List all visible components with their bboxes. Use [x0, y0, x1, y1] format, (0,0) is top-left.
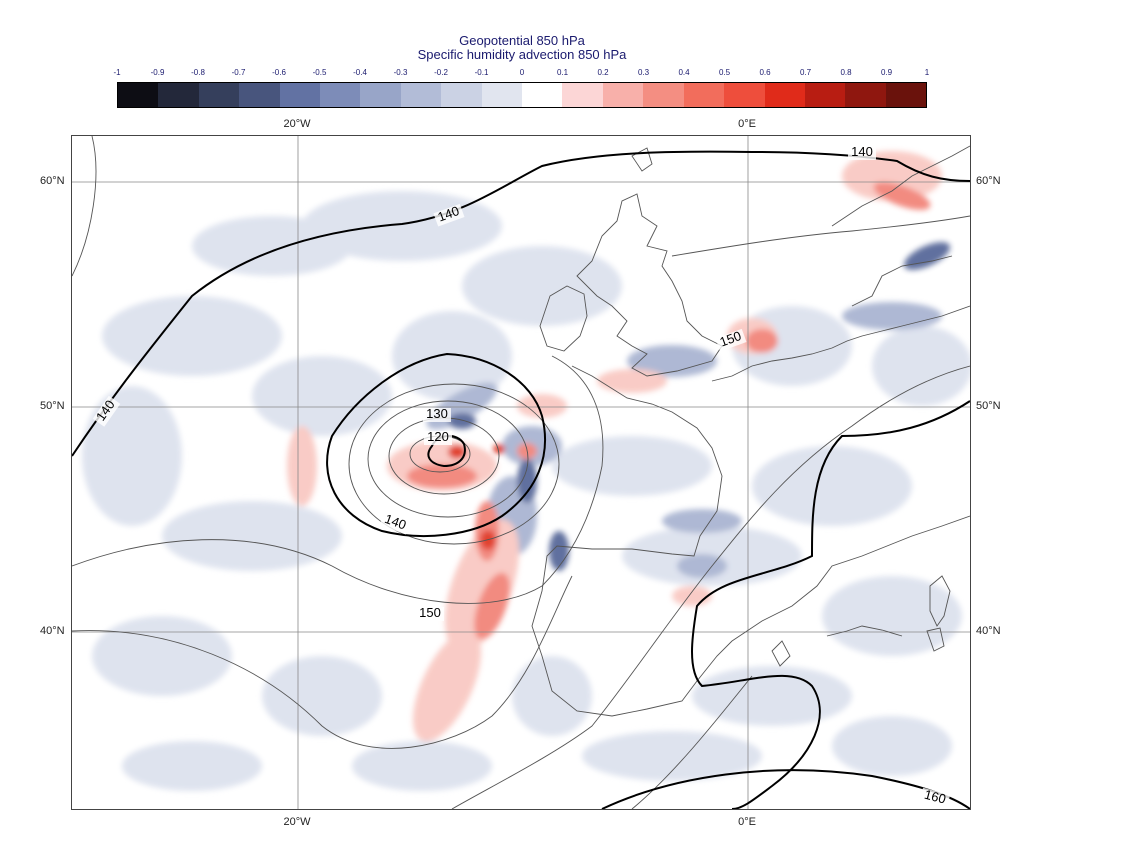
- colorbar: [117, 82, 927, 108]
- colorbar-swatch: [320, 83, 361, 107]
- colorbar-tick-label: -0.6: [272, 68, 286, 77]
- colorbar-swatch: [118, 83, 159, 107]
- contour-label: 120: [427, 429, 449, 444]
- contour-label: 140: [851, 144, 873, 159]
- graticule: [72, 136, 970, 809]
- colorbar-tick-label: 0.1: [556, 68, 569, 77]
- contour-labels: 140 140 140 130 120 140 150 150 160: [92, 144, 951, 809]
- lon-label-20w-top: 20°W: [283, 118, 311, 130]
- colorbar-swatch: [239, 83, 280, 107]
- colorbar-tick-label: 0.5: [718, 68, 731, 77]
- colorbar-tick-label: -0.3: [393, 68, 408, 77]
- colorbar-swatch: [602, 83, 644, 107]
- colorbar-tick-label: 0.2: [597, 68, 609, 77]
- coastlines: [531, 145, 970, 717]
- lon-label-20w-bottom: 20°W: [283, 816, 311, 828]
- map-title-geopotential: Geopotential 850 hPa: [459, 33, 585, 48]
- weather-map: 140 140 140 130 120 140 150 150 160: [71, 135, 971, 810]
- colorbar-swatch: [360, 83, 401, 107]
- colorbar-swatch: [481, 83, 523, 107]
- colorbar-tick-label: -0.7: [231, 68, 246, 77]
- colorbar-tick-label: 0.3: [637, 68, 650, 77]
- colorbar-swatch: [804, 83, 846, 107]
- contour-label: 150: [419, 605, 441, 620]
- colorbar-tick-label: 0.7: [799, 68, 812, 77]
- contour-label: 150: [718, 328, 744, 350]
- colorbar-tick-label: -1: [113, 68, 121, 77]
- colorbar-tick-label: -0.5: [312, 68, 327, 77]
- map-title-humidity-advection: Specific humidity advection 850 hPa: [417, 47, 627, 62]
- lat-label-40n-left: 40°N: [40, 625, 65, 637]
- colorbar-tick-label: -0.9: [150, 68, 165, 77]
- colorbar-swatch: [400, 83, 442, 107]
- colorbar-tick-label: -0.4: [353, 68, 367, 77]
- lat-label-50n-right: 50°N: [976, 400, 1001, 412]
- colorbar-swatch: [158, 83, 199, 107]
- colorbar-swatch: [764, 83, 805, 107]
- colorbar-tick-label: -0.8: [191, 68, 205, 77]
- colorbar-swatch: [198, 83, 240, 107]
- contour-label: 140: [436, 203, 462, 225]
- colorbar-swatch: [845, 83, 886, 107]
- contour-label: 160: [923, 787, 948, 807]
- colorbar-swatch: [683, 83, 725, 107]
- colorbar-swatch: [441, 83, 482, 107]
- contour-label: 140: [383, 511, 409, 533]
- lat-label-50n-left: 50°N: [40, 400, 65, 412]
- colorbar-swatch: [724, 83, 765, 107]
- contour-label: 130: [426, 406, 448, 421]
- colorbar-tick-label: 0.9: [880, 68, 893, 77]
- humidity-advection-field: [82, 151, 970, 791]
- colorbar-swatch: [279, 83, 321, 107]
- colorbar-tick-label: 0: [519, 68, 525, 77]
- lat-label-40n-right: 40°N: [976, 625, 1001, 637]
- lat-label-60n-left: 60°N: [40, 175, 65, 187]
- colorbar-tick-label: 0.4: [678, 68, 690, 77]
- lon-label-0e-bottom: 0°E: [738, 816, 756, 828]
- colorbar-tick-label: -0.2: [434, 68, 448, 77]
- geopotential-thin-contours: [72, 136, 970, 809]
- map-canvas: 140 140 140 130 120 140 150 150 160: [72, 136, 970, 809]
- colorbar-tick-label: -0.1: [474, 68, 489, 77]
- colorbar-swatch: [885, 83, 927, 107]
- colorbar-tick-label: 0.6: [759, 68, 771, 77]
- colorbar-tick-label: 0.8: [840, 68, 852, 77]
- colorbar-swatch: [522, 83, 563, 107]
- colorbar-swatch: [643, 83, 684, 107]
- colorbar-tick-label: 1: [924, 68, 930, 77]
- colorbar-swatch: [562, 83, 603, 107]
- lon-label-0e-top: 0°E: [738, 118, 756, 130]
- lat-label-60n-right: 60°N: [976, 175, 1001, 187]
